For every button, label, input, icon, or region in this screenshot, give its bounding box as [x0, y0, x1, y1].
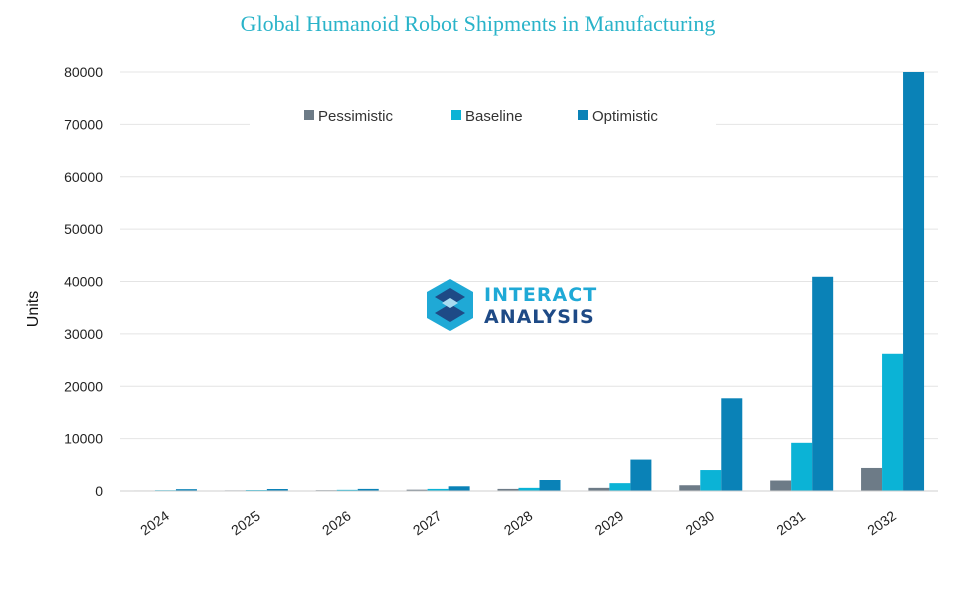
- y-tick-label: 0: [95, 483, 103, 499]
- chart-title: Global Humanoid Robot Shipments in Manuf…: [241, 11, 716, 36]
- bar-optimistic-2029: [630, 459, 652, 491]
- bar-optimistic-2024: [175, 489, 197, 491]
- legend-swatch-baseline: [451, 110, 461, 120]
- y-tick-label: 40000: [64, 274, 103, 290]
- bar-pessimistic-2030: [679, 485, 701, 491]
- bar-baseline-2028: [518, 487, 540, 491]
- bar-pessimistic-2032: [861, 467, 883, 491]
- y-tick-label: 10000: [64, 431, 103, 447]
- bars: [133, 72, 925, 491]
- y-tick-label: 60000: [64, 169, 103, 185]
- x-tick-label: 2030: [683, 507, 718, 538]
- y-tick-label: 70000: [64, 116, 103, 132]
- y-tick-label: 30000: [64, 326, 103, 342]
- logo-text-line1: INTERACT: [484, 284, 597, 306]
- bar-baseline-2027: [427, 488, 449, 491]
- x-tick-label: 2031: [773, 507, 808, 538]
- y-axis-ticks: 0 10000 20000 30000 40000 50000 60000 70000 8000…: [64, 64, 103, 499]
- bar-baseline-2032: [882, 353, 904, 491]
- logo-text-line2: ANALYSIS: [484, 306, 595, 328]
- x-tick-label: 2028: [501, 507, 536, 538]
- x-tick-label: 2027: [410, 507, 445, 538]
- logo-inner-top: [435, 288, 465, 306]
- legend-label-pessimistic: Pessimistic: [318, 108, 394, 125]
- y-tick-label: 80000: [64, 64, 103, 80]
- legend-background: [250, 100, 716, 134]
- y-tick-label: 20000: [64, 378, 103, 394]
- x-tick-label: 2029: [592, 507, 627, 538]
- bar-optimistic-2027: [448, 486, 470, 491]
- x-tick-label: 2032: [864, 507, 899, 538]
- x-axis-ticks: 2024 2025 2026 2027 2028 2029 2030 2031 2032: [137, 507, 899, 538]
- bar-baseline-2026: [336, 489, 358, 491]
- logo-inner-center: [442, 298, 458, 308]
- bar-pessimistic-2029: [588, 487, 610, 491]
- bar-baseline-2029: [609, 483, 631, 491]
- bar-optimistic-2028: [539, 480, 561, 491]
- legend-swatch-optimistic: [578, 110, 588, 120]
- bar-pessimistic-2027: [406, 489, 428, 491]
- bar-optimistic-2031: [812, 276, 834, 491]
- y-tick-label: 50000: [64, 221, 103, 237]
- legend-swatch-pessimistic: [304, 110, 314, 120]
- bar-optimistic-2025: [266, 489, 288, 491]
- x-tick-label: 2024: [137, 507, 172, 538]
- x-tick-label: 2026: [319, 507, 354, 538]
- bar-pessimistic-2028: [497, 488, 519, 491]
- interact-analysis-logo: INTERACT ANALYSIS: [427, 279, 597, 331]
- legend: Pessimistic Baseline Optimistic: [304, 108, 658, 125]
- bar-baseline-2031: [791, 442, 813, 491]
- bar-optimistic-2032: [903, 72, 925, 491]
- bar-pessimistic-2031: [770, 480, 792, 491]
- logo-inner-bottom: [435, 304, 465, 322]
- bar-optimistic-2030: [721, 398, 743, 491]
- legend-label-baseline: Baseline: [465, 108, 523, 125]
- bar-optimistic-2026: [357, 488, 379, 491]
- y-axis-label: Units: [25, 291, 42, 327]
- x-tick-label: 2025: [228, 507, 263, 538]
- bar-baseline-2030: [700, 470, 722, 491]
- legend-label-optimistic: Optimistic: [592, 108, 658, 125]
